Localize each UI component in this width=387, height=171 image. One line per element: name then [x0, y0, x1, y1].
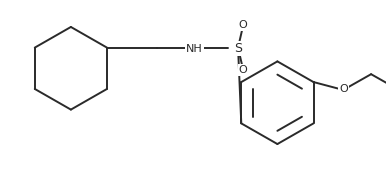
Text: O: O [339, 84, 348, 94]
Text: O: O [239, 65, 247, 75]
Text: O: O [239, 20, 247, 30]
Text: S: S [234, 42, 242, 55]
Text: NH: NH [186, 44, 203, 54]
